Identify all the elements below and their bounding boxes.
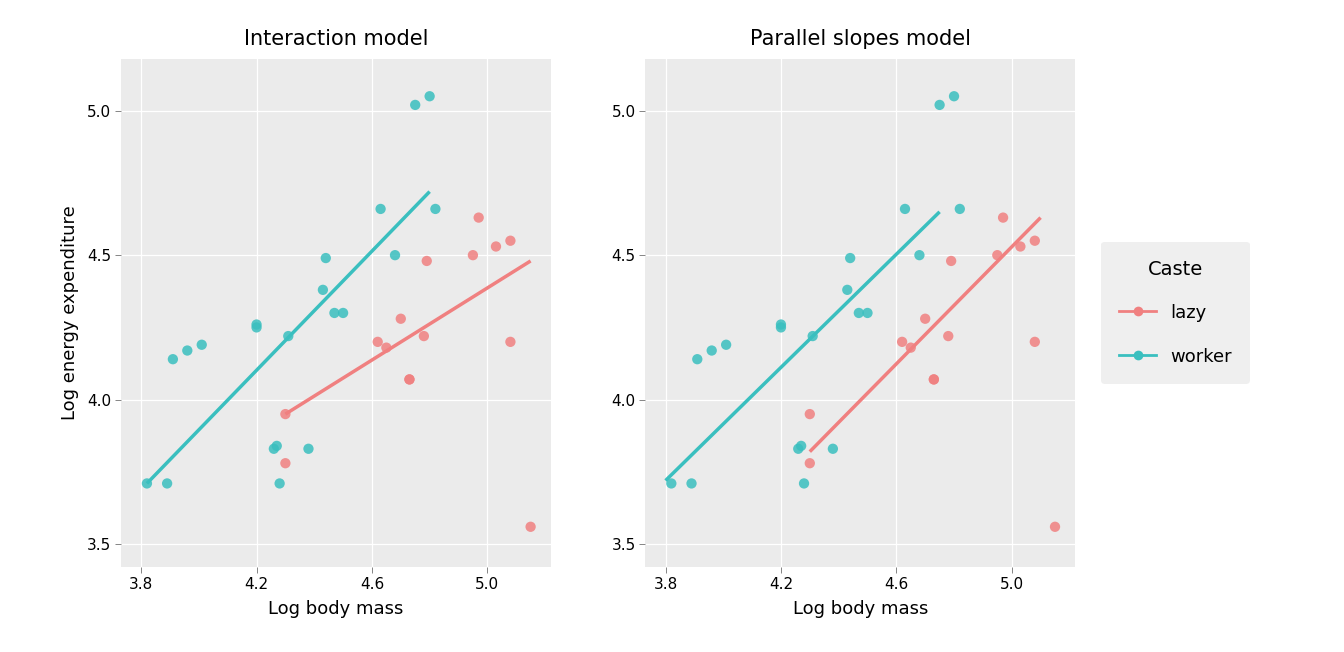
Point <box>836 285 857 295</box>
Point <box>384 250 406 260</box>
Point <box>176 346 198 356</box>
Point <box>949 203 970 214</box>
Title: Interaction model: Interaction model <box>243 29 429 49</box>
Point <box>840 253 862 263</box>
Point <box>246 322 267 333</box>
Point <box>191 340 212 350</box>
Point <box>500 336 521 347</box>
Y-axis label: Log energy expenditure: Log energy expenditure <box>60 205 79 421</box>
Point <box>417 256 438 266</box>
X-axis label: Log body mass: Log body mass <box>793 600 927 618</box>
Point <box>1044 522 1066 532</box>
Point <box>891 336 913 347</box>
Point <box>800 458 821 468</box>
Point <box>274 409 296 419</box>
Point <box>770 322 792 333</box>
Point <box>923 374 945 385</box>
Point <box>136 478 157 488</box>
Point <box>246 319 267 330</box>
Title: Parallel slopes model: Parallel slopes model <box>750 29 970 49</box>
Point <box>848 308 870 318</box>
Point <box>894 203 915 214</box>
Point <box>914 314 935 324</box>
Point <box>269 478 290 488</box>
Point <box>156 478 177 488</box>
Point <box>370 203 391 214</box>
Point <box>266 441 288 451</box>
Point <box>399 374 421 385</box>
Point <box>681 478 703 488</box>
Point <box>702 346 723 356</box>
Point <box>1024 235 1046 246</box>
Point <box>900 342 922 353</box>
Point <box>425 203 446 214</box>
Point <box>986 250 1008 260</box>
Point <box>399 374 421 385</box>
Point <box>909 250 930 260</box>
Point <box>929 100 950 110</box>
Point <box>405 100 426 110</box>
Point <box>485 241 507 252</box>
Point <box>856 308 878 318</box>
Point <box>1009 241 1031 252</box>
Point <box>413 331 434 341</box>
Point <box>390 314 411 324</box>
Point <box>274 458 296 468</box>
Point <box>941 256 962 266</box>
Point <box>793 478 814 488</box>
Point <box>660 478 681 488</box>
Point <box>324 308 345 318</box>
Point <box>332 308 353 318</box>
Point <box>312 285 333 295</box>
Point <box>314 253 336 263</box>
Point <box>923 374 945 385</box>
Point <box>520 522 542 532</box>
Point <box>687 354 708 364</box>
Point <box>715 340 737 350</box>
Point <box>468 213 489 223</box>
Point <box>790 441 812 451</box>
Point <box>462 250 484 260</box>
Point <box>419 91 441 102</box>
Point <box>943 91 965 102</box>
Point <box>500 235 521 246</box>
Point <box>823 443 844 454</box>
Point <box>938 331 960 341</box>
Point <box>1024 336 1046 347</box>
Point <box>770 319 792 330</box>
Point <box>375 342 396 353</box>
Point <box>298 443 320 454</box>
Point <box>367 336 388 347</box>
Point <box>802 331 824 341</box>
Point <box>788 443 809 454</box>
Point <box>263 443 285 454</box>
Point <box>800 409 821 419</box>
Point <box>992 213 1013 223</box>
Legend: lazy, worker: lazy, worker <box>1102 242 1250 384</box>
X-axis label: Log body mass: Log body mass <box>269 600 403 618</box>
Point <box>163 354 184 364</box>
Point <box>277 331 298 341</box>
